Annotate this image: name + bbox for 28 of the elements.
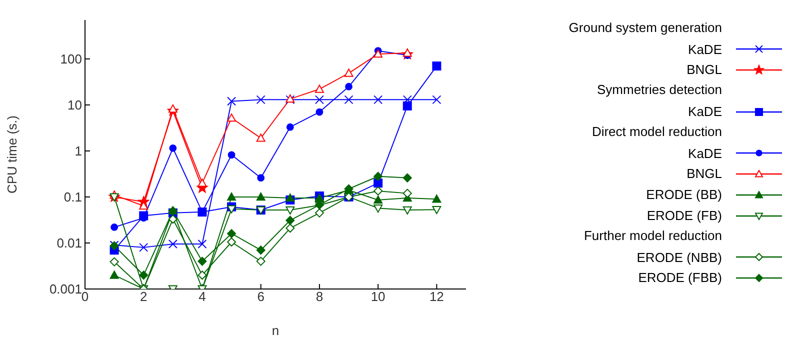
text: Symmetries detection [596,81,722,100]
legend-label: KaDE [687,104,722,120]
y-axis-title: CPU time (s.) [4,116,20,194]
y-tick-label: 0.1 [64,190,82,205]
text: Further model reduction [582,226,722,245]
y-tick-label: 0.01 [56,236,82,251]
legend-label: KaDE [687,146,722,161]
text: Ground system generation [568,19,722,37]
y-tick-label: 100 [60,52,82,67]
x-tick-label: 2 [140,289,148,304]
legend-label: KaDE [687,42,722,57]
y-tick-label: 0.001 [49,282,82,297]
legend-label: ERODE (NBB) [636,250,722,265]
x-tick-label: 0 [81,289,89,304]
x-tick-label: 8 [316,289,324,304]
legend-label: ERODE (BB) [645,187,722,202]
legend-label: ERODE (FBB) [637,270,722,286]
x-tick-label: 6 [257,289,264,304]
x-tick-label: 12 [429,289,444,304]
y-tick-label: 1 [74,144,82,159]
text: Direct model reduction [590,122,722,141]
legend-label: ERODE (FB) [646,208,722,224]
x-tick-label: 4 [198,289,206,304]
legend-label: BNGL [686,166,722,182]
x-tick-label: 10 [370,289,386,304]
legend-label: BNGL [686,62,722,78]
y-tick-label: 10 [68,98,82,113]
x-axis-title: n [272,323,280,338]
